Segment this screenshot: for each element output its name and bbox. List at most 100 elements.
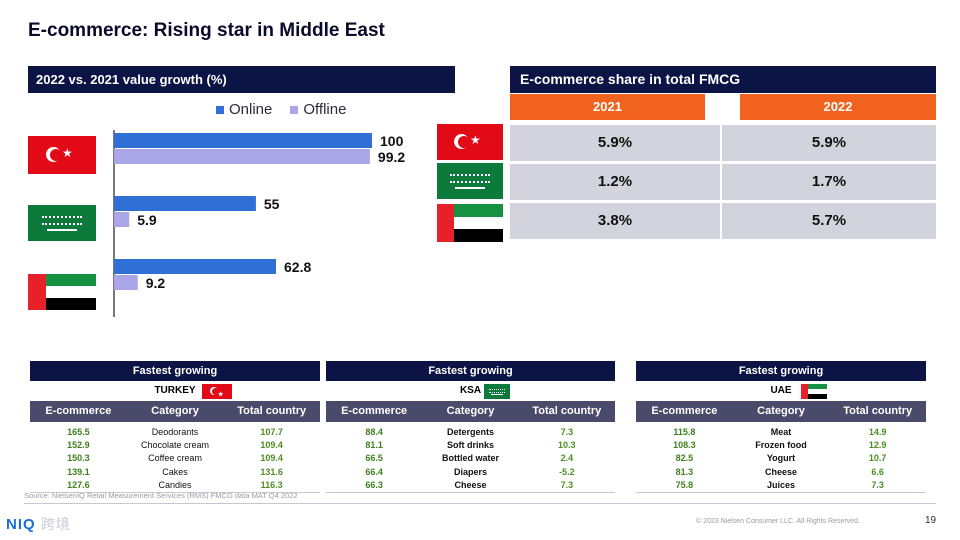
legend-online-label: Online	[229, 101, 273, 118]
data-label-offline-uae: 9.2	[146, 275, 166, 291]
ecommerce-value: 81.3	[675, 466, 694, 477]
category-value: Soft drinks	[446, 440, 494, 451]
col-category: Category	[151, 405, 199, 417]
share-uae-2021: 3.8%	[510, 203, 720, 239]
data-label-online-turkey: 100	[380, 133, 404, 149]
saudi-flag-icon	[437, 163, 503, 199]
copyright-note: © 2023 Nielsen Consumer LLC. All Rights …	[696, 518, 860, 525]
ecommerce-value: 66.5	[365, 453, 383, 464]
category-value: Detergents	[446, 427, 494, 437]
chart-legend: Online Offline	[216, 101, 346, 118]
ecommerce-value: 66.3	[365, 479, 383, 490]
fastest-table-ksa: Fastest growing KSA E-commerce Category …	[326, 361, 615, 493]
table-row: 150.3 Coffee cream 109.4	[30, 452, 320, 465]
category-value: Cakes	[162, 466, 188, 477]
table-row: 115.8 Meat 14.9	[636, 426, 926, 439]
ecommerce-value: 165.5	[67, 427, 90, 437]
ecommerce-value: 75.8	[675, 479, 694, 490]
uae-flag-icon	[801, 384, 827, 399]
data-label-online-ksa: 55	[264, 196, 280, 212]
category-value: Diapers	[453, 466, 487, 477]
table-row: 81.1 Soft drinks 10.3	[326, 439, 615, 452]
country-label: TURKEY	[154, 385, 196, 396]
share-header: E-commerce share in total FMCG	[510, 66, 936, 93]
fastest-table-uae: Fastest growing UAE E-commerce Category …	[636, 361, 926, 493]
ecommerce-value: 81.1	[365, 440, 383, 451]
growth-header: 2022 vs. 2021 value growth (%)	[28, 66, 455, 93]
table-row: 127.6 Candies 116.3	[30, 479, 320, 492]
bar-offline-ksa	[114, 212, 130, 227]
bar-online-turkey	[114, 133, 372, 148]
category-value: Yogurt	[766, 453, 796, 464]
total-value: 116.3	[260, 479, 283, 490]
turkey-flag-icon: ★	[202, 384, 232, 399]
total-value: 6.6	[871, 466, 884, 477]
col-ecommerce: E-commerce	[651, 405, 718, 417]
column-headers: E-commerce Category Total country	[326, 401, 615, 422]
table-row: 81.3 Cheese 6.6	[636, 466, 926, 479]
category-value: Cheese	[454, 479, 487, 490]
bar-online-uae	[114, 259, 277, 274]
category-value: Meat	[770, 427, 792, 437]
data-label-offline-ksa: 5.9	[137, 212, 157, 228]
total-value: 107.7	[260, 427, 283, 437]
data-label-online-uae: 62.8	[284, 259, 311, 275]
data-label-offline-turkey: 99.2	[378, 149, 405, 165]
total-value: 2.4	[560, 453, 574, 464]
bar-offline-uae	[114, 275, 138, 290]
share-uae-2022: 5.7%	[722, 203, 936, 239]
category-value: Deodorants	[151, 427, 199, 437]
fastest-table-turkey: Fastest growing TURKEY ★ E-commerce Cate…	[30, 361, 320, 493]
logo-text: NIQ	[6, 516, 36, 533]
ecommerce-value: 152.9	[67, 440, 90, 451]
bar-offline-turkey	[114, 149, 370, 164]
category-value: Chocolate cream	[140, 440, 210, 451]
table-row: 139.1 Cakes 131.6	[30, 466, 320, 479]
fastest-header: Fastest growing	[30, 361, 320, 381]
category-value: Juices	[766, 479, 796, 490]
turkey-flag-icon: ★	[437, 124, 503, 160]
column-headers: E-commerce Category Total country	[30, 401, 320, 422]
col-total-country: Total country	[843, 405, 913, 417]
total-value: 10.7	[868, 453, 887, 464]
legend-offline-label: Offline	[303, 101, 347, 118]
table-row: 82.5 Yogurt 10.7	[636, 452, 926, 465]
total-value: 109.4	[260, 453, 283, 464]
share-ksa-2022: 1.7%	[722, 164, 936, 200]
share-year-2022: 2022	[740, 94, 936, 120]
col-ecommerce: E-commerce	[45, 405, 112, 417]
share-turkey-2022: 5.9%	[722, 125, 936, 161]
page-number: 19	[925, 515, 937, 526]
ecommerce-value: 66.4	[365, 466, 383, 477]
share-year-2021: 2021	[510, 94, 705, 120]
col-total-country: Total country	[237, 405, 307, 417]
uae-flag-icon	[437, 204, 503, 242]
col-category: Category	[446, 405, 495, 417]
total-value: 10.3	[558, 440, 576, 451]
category-value: Cheese	[764, 466, 798, 477]
category-value: Coffee cream	[148, 453, 202, 464]
table-row: 75.8 Juices 7.3	[636, 479, 926, 492]
column-headers: E-commerce Category Total country	[636, 401, 926, 422]
total-value: -5.2	[559, 466, 575, 477]
total-value: 109.4	[260, 440, 283, 451]
ecommerce-value: 88.4	[365, 427, 383, 437]
share-ksa-2021: 1.2%	[510, 164, 720, 200]
table-row: 88.4 Detergents 7.3	[326, 426, 615, 439]
source-note: Source: NielsenIQ Retail Measurement Ser…	[24, 491, 298, 500]
footer-divider	[24, 503, 936, 504]
total-value: 14.9	[868, 427, 887, 437]
legend-offline-swatch	[290, 106, 299, 114]
ecommerce-value: 139.1	[67, 466, 90, 477]
ecommerce-value: 115.8	[673, 427, 696, 437]
table-row: 66.5 Bottled water 2.4	[326, 452, 615, 465]
turkey-flag-icon: ★	[28, 136, 96, 174]
ecommerce-value: 108.3	[673, 440, 696, 451]
page-title: E-commerce: Rising star in Middle East	[28, 20, 385, 41]
country-row: UAE	[636, 381, 926, 401]
saudi-flag-icon	[28, 205, 96, 241]
fastest-header: Fastest growing	[636, 361, 926, 381]
table-row: 165.5 Deodorants 107.7	[30, 426, 320, 439]
total-value: 12.9	[868, 440, 887, 451]
